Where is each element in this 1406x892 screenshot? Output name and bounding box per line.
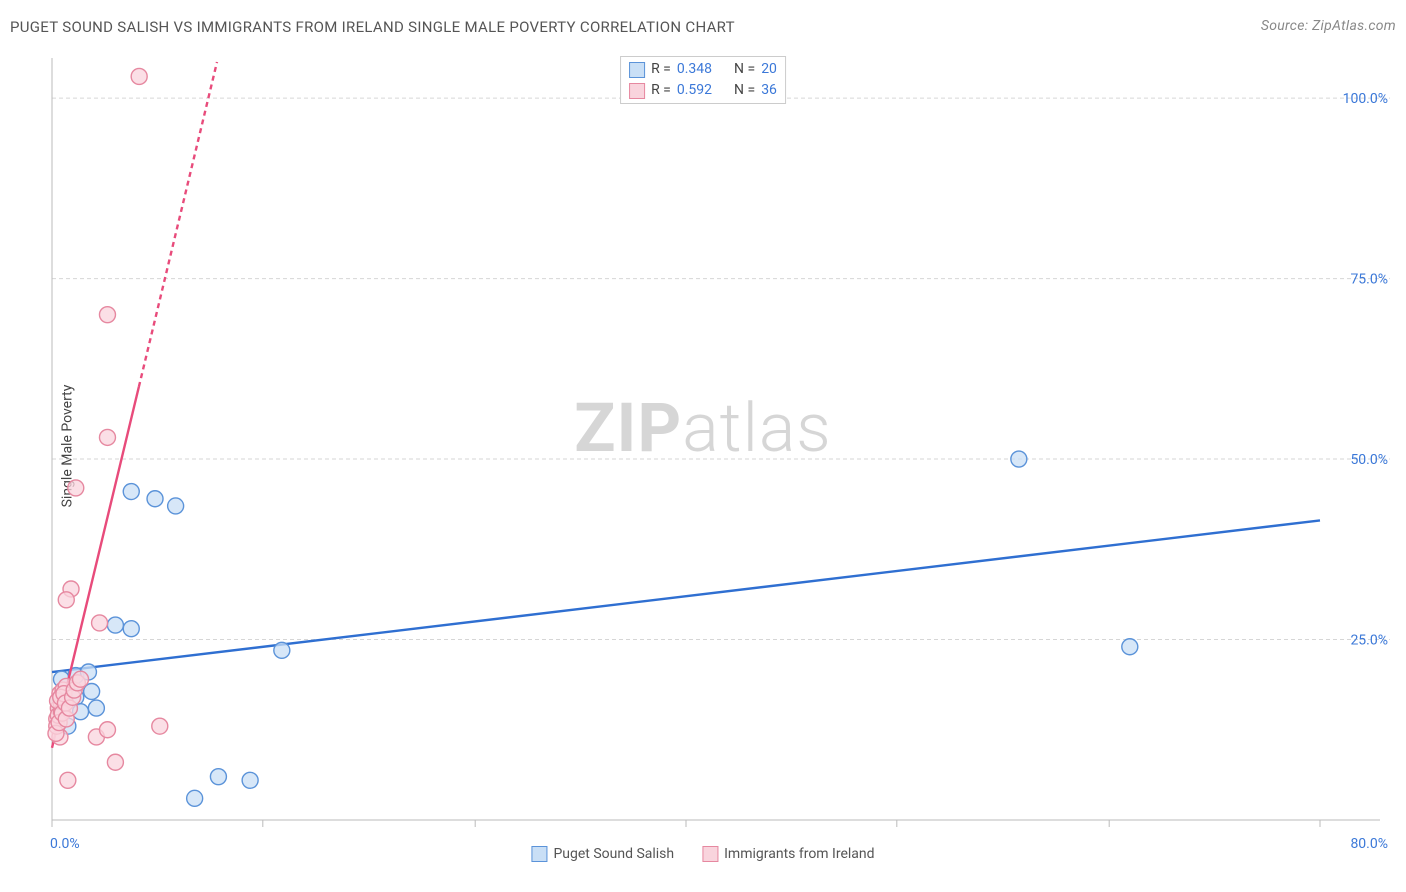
legend-swatch: [531, 846, 547, 862]
legend-swatch: [702, 846, 718, 862]
series-legend: Puget Sound Salish Immigrants from Irelan…: [531, 846, 874, 862]
r-value: 0.592: [677, 80, 712, 101]
svg-text:100.0%: 100.0%: [1343, 91, 1388, 107]
series-legend-label: Immigrants from Ireland: [724, 846, 874, 862]
svg-text:50.0%: 50.0%: [1350, 452, 1388, 468]
title-bar: PUGET SOUND SALISH VS IMMIGRANTS FROM IR…: [10, 18, 1396, 36]
stats-legend: R = 0.348 N = 20 R = 0.592 N = 36: [620, 56, 786, 104]
chart-svg: 25.0% 50.0% 75.0% 100.0% 0.0% 80.0%: [42, 52, 1394, 866]
chart-area: 25.0% 50.0% 75.0% 100.0% 0.0% 80.0%: [42, 52, 1394, 866]
svg-text:75.0%: 75.0%: [1350, 272, 1388, 288]
series-legend-item: Immigrants from Ireland: [702, 846, 874, 862]
legend-swatch: [629, 83, 645, 99]
series-legend-label: Puget Sound Salish: [553, 846, 674, 862]
svg-text:0.0%: 0.0%: [50, 836, 80, 852]
n-value: 36: [761, 80, 777, 101]
legend-swatch: [629, 62, 645, 78]
source-label: Source: ZipAtlas.com: [1261, 18, 1396, 36]
chart-title: PUGET SOUND SALISH VS IMMIGRANTS FROM IR…: [10, 18, 735, 36]
svg-text:80.0%: 80.0%: [1350, 836, 1388, 852]
r-label: R =: [651, 80, 671, 101]
svg-text:25.0%: 25.0%: [1350, 633, 1388, 649]
n-label: N =: [734, 59, 755, 80]
stats-legend-row: R = 0.592 N = 36: [629, 80, 777, 101]
n-label: N =: [734, 80, 755, 101]
stats-legend-row: R = 0.348 N = 20: [629, 59, 777, 80]
r-value: 0.348: [677, 59, 712, 80]
series-legend-item: Puget Sound Salish: [531, 846, 674, 862]
r-label: R =: [651, 59, 671, 80]
n-value: 20: [761, 59, 777, 80]
